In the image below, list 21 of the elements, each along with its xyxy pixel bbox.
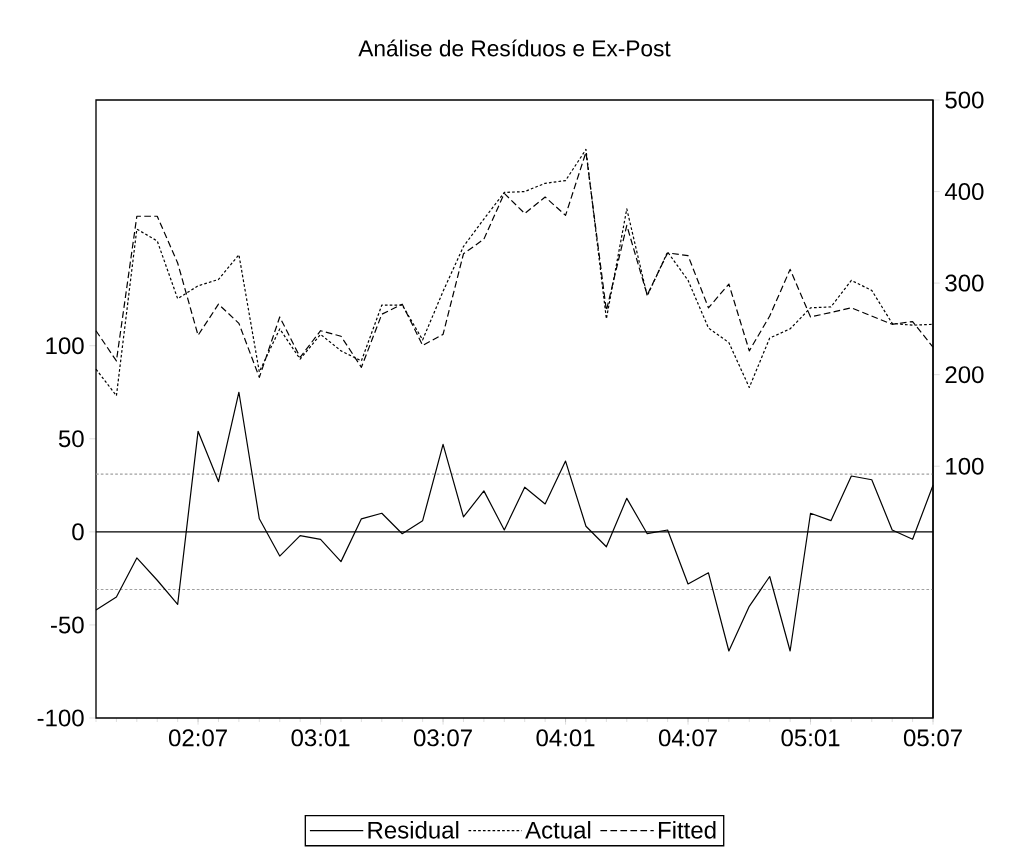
y-tick-label: 50 — [58, 430, 84, 448]
chart-title: Análise de Resíduos e Ex-Post — [358, 39, 671, 57]
y2-tick-label: 500 — [945, 91, 984, 109]
y-tick-label: 0 — [72, 523, 84, 541]
y2-tick-label: 400 — [944, 183, 984, 201]
legend-label: Residual — [368, 821, 459, 839]
x-tick-label: 02:07 — [168, 729, 227, 747]
x-tick-label: 04:01 — [536, 729, 595, 747]
y2-tick-label: 100 — [946, 457, 984, 475]
x-tick-label: 04:07 — [658, 729, 717, 747]
y-tick-label: -50 — [51, 616, 84, 634]
y2-tick-label: 200 — [945, 366, 984, 384]
x-tick-label: 03:01 — [291, 729, 350, 747]
y-tick-label: -100 — [37, 709, 84, 727]
y-tick-label: 100 — [46, 337, 84, 355]
legend-label: Fitted — [658, 821, 716, 839]
x-tick-label: 03:07 — [413, 729, 472, 747]
x-tick-label: 05:01 — [781, 729, 840, 747]
y2-tick-label: 300 — [945, 274, 984, 292]
legend-label: Actual — [525, 821, 591, 839]
x-tick-label: 05:07 — [903, 729, 962, 747]
